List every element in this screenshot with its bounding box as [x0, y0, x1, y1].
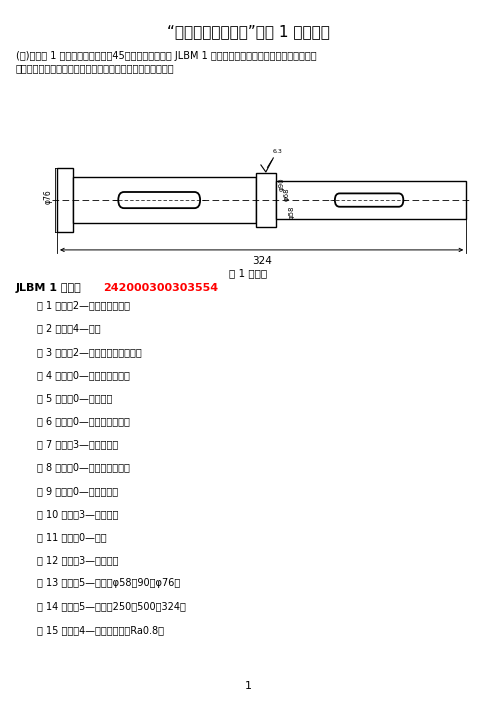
Text: 第 10 位码：3—优质碳锂: 第 10 位码：3—优质碳锂 — [37, 509, 119, 519]
Text: JLBM 1 编码：: JLBM 1 编码： — [16, 283, 82, 293]
Text: 第 1 位码：2—锁、杆、维大类: 第 1 位码：2—锁、杆、维大类 — [37, 300, 130, 310]
Text: φ76: φ76 — [44, 189, 53, 204]
Text: 第 13 位码：5—直径：φ58～90（φ76）: 第 13 位码：5—直径：φ58～90（φ76） — [37, 578, 181, 588]
Bar — [276, 181, 466, 219]
Text: 第 6 位码：0—内部无功能要素: 第 6 位码：0—内部无功能要素 — [37, 416, 130, 426]
Text: 第 9 位码：0—无辅助加工: 第 9 位码：0—无辅助加工 — [37, 486, 119, 496]
Text: 图 1 阶梯轴: 图 1 阶梯轴 — [229, 268, 267, 278]
Text: 6.3: 6.3 — [272, 149, 282, 154]
FancyBboxPatch shape — [118, 192, 200, 208]
Text: φ58: φ58 — [289, 206, 295, 220]
Text: φ90: φ90 — [279, 178, 285, 192]
Text: φ68: φ68 — [284, 187, 290, 201]
Text: (１)写出图 1 所示阶梯轴（材料：45；毛坏：棒料）的 JLBM 1 成组编码，要求画出零件结构简图，标明: (１)写出图 1 所示阶梯轴（材料：45；毛坏：棒料）的 JLBM 1 成组编码… — [16, 51, 316, 60]
Text: 242000300303554: 242000300303554 — [103, 283, 218, 293]
Bar — [57, 168, 73, 232]
Text: 第 15 位码：4—外圆高精度（Ra0.8）: 第 15 位码：4—外圆高精度（Ra0.8） — [37, 625, 164, 635]
Bar — [256, 173, 276, 227]
Text: 第 4 位码：0—外部无功能要素: 第 4 位码：0—外部无功能要素 — [37, 370, 130, 380]
Text: “机械制造技术基础”作业 1 参考答案: “机械制造技术基础”作业 1 参考答案 — [167, 25, 329, 39]
Text: 第 5 位码：0—无轴线孔: 第 5 位码：0—无轴线孔 — [37, 393, 113, 403]
Text: 第 3 位码：2—单一轴线，双向台阶: 第 3 位码：2—单一轴线，双向台阶 — [37, 347, 142, 357]
Text: 第 12 位码：3—调质处理: 第 12 位码：3—调质处理 — [37, 555, 119, 565]
Text: 第 8 位码：0—内部无平面加工: 第 8 位码：0—内部无平面加工 — [37, 463, 130, 472]
FancyBboxPatch shape — [335, 193, 403, 206]
Text: 1: 1 — [245, 682, 251, 691]
Text: 第 11 位码：0—棒料: 第 11 位码：0—棒料 — [37, 532, 107, 542]
Text: 与编码有关的尺寸与技术要求，并说明各位编码对应的特征。: 与编码有关的尺寸与技术要求，并说明各位编码对应的特征。 — [16, 63, 175, 73]
Text: 第 7 位码：3—外圆上键槽: 第 7 位码：3—外圆上键槽 — [37, 439, 119, 449]
Text: 第 14 位码：5—长度：250～500（324）: 第 14 位码：5—长度：250～500（324） — [37, 602, 186, 611]
Text: 324: 324 — [251, 256, 272, 265]
Bar — [73, 177, 256, 223]
Text: 第 2 位码：4—短轴: 第 2 位码：4—短轴 — [37, 324, 101, 333]
